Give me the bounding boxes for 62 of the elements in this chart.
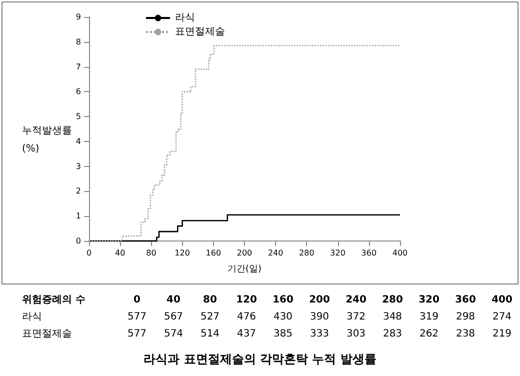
x-tick-label: 280 [299,248,314,258]
y-tick-label: 8 [76,37,81,46]
y-tick-label: 2 [76,186,81,196]
text: 319 [419,312,439,322]
text: 219 [492,328,512,340]
text: 262 [419,328,439,340]
x-tick-label: 200 [236,248,252,258]
x-tick-label: 120 [174,248,190,258]
x-tick-label: 160 [206,248,222,258]
text: 40 [166,294,180,306]
text: 라식 [22,312,42,322]
y-axis-title: 누적발생률 (%) [22,126,72,154]
text: 298 [456,312,476,322]
text: 0 [134,294,141,306]
text: 320 [418,294,440,306]
text: 385 [273,328,293,340]
text: 577 [127,328,147,340]
text: 333 [310,328,330,340]
x-tick-label: 80 [146,248,156,258]
x-tick-label: 400 [392,248,408,258]
text: 303 [346,328,366,340]
text: 527 [200,312,220,322]
x-tick-label: 40 [115,248,126,258]
text: 390 [310,312,330,322]
text: 240 [346,294,366,306]
text: 567 [164,312,184,322]
text: 348 [382,312,402,322]
text: 120 [236,294,257,306]
text: 274 [492,312,512,322]
y-tick-label: 6 [76,87,81,96]
y-tick-label: 5 [76,112,81,122]
text: 430 [273,312,293,322]
text: 476 [236,312,256,322]
legend-label: 표면절제술 [175,26,225,38]
text: 283 [382,328,402,340]
text: 360 [455,294,476,306]
text: 238 [456,328,476,340]
text: 80 [203,294,217,306]
y-tick-label: 4 [76,136,81,146]
text: 위험증례의 수 [22,294,86,306]
text: 514 [200,328,220,340]
y-tick-label: 9 [76,12,81,22]
text: 280 [382,294,403,306]
x-tick-label: 320 [330,248,346,258]
y-tick-label: 1 [76,212,81,221]
x-axis-title: 기간(일) [227,264,262,274]
y-tick-label: 3 [76,162,81,171]
text: 437 [236,328,256,340]
text: 400 [492,294,512,306]
legend-label: 라식 [175,12,195,24]
y-tick-label: 0 [76,236,81,246]
y-tick-label: 7 [76,62,81,72]
text: 577 [127,312,147,322]
text: 160 [272,294,294,306]
x-tick-label: 240 [268,248,284,258]
text: 372 [346,312,366,322]
text: 574 [164,328,184,340]
x-tick-label: 0 [86,248,92,258]
text: 표면절제술 [22,328,72,340]
text: 라식과 표면절제술의 각막혼탁 누적 발생률 [144,352,376,366]
x-tick-label: 360 [361,248,377,258]
text: 200 [309,294,330,306]
